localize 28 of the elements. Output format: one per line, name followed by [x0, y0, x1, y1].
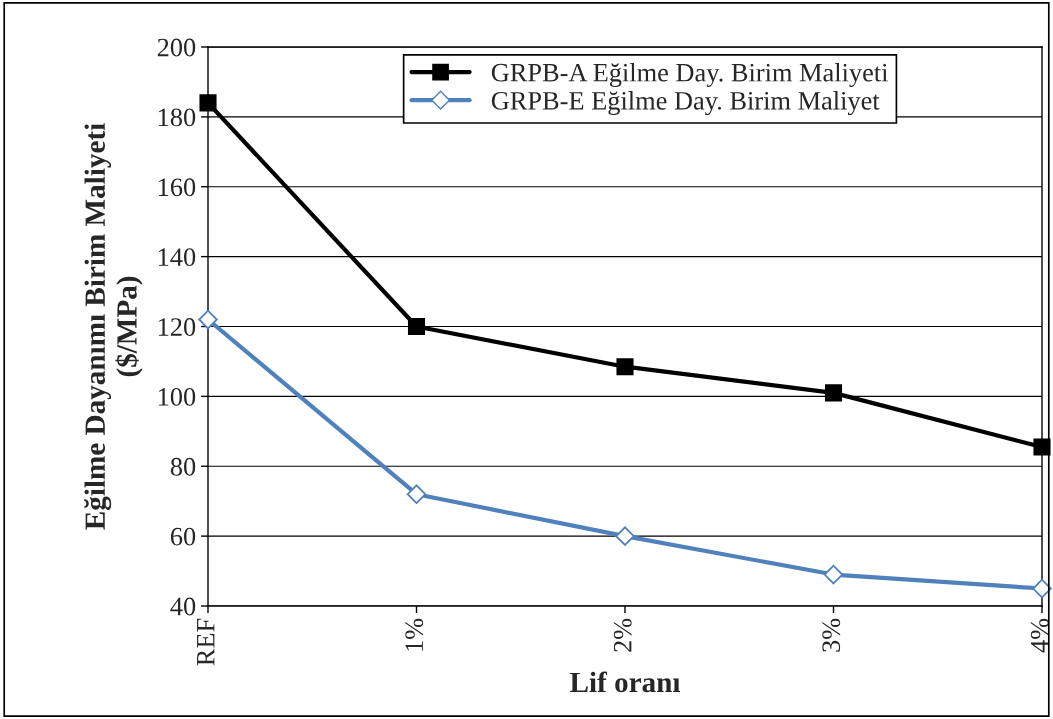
point: [824, 384, 843, 402]
x-axis-title: Lif oranı: [570, 671, 681, 693]
point: [406, 484, 427, 504]
y-tick-label: 100: [158, 387, 196, 406]
point: [198, 309, 218, 330]
x-tick-label: 4%: [1030, 618, 1049, 653]
point: [615, 526, 635, 546]
y-tick-label: 180: [158, 108, 196, 127]
y-tick-label: 60: [170, 527, 196, 546]
y-tick-label: 120: [158, 318, 196, 336]
y-tick-label: 80: [170, 457, 196, 476]
point: [616, 358, 634, 376]
point: [199, 94, 217, 112]
x-tick-label: 3%: [822, 618, 841, 652]
legend-label: GRPB-A Eğilme Day. Birim Maliyeti: [491, 62, 888, 87]
y-tick-label: 200: [157, 38, 196, 57]
x-tick-label: 1%: [405, 618, 424, 651]
x-tick-label: REF: [197, 618, 215, 666]
point: [1032, 578, 1052, 599]
y-tick-label: 140: [158, 248, 196, 267]
point: [407, 317, 426, 336]
legend-label: GRPB-E Eğilme Day. Birim Maliyet: [491, 91, 880, 116]
x-tick-label: 2%: [613, 618, 632, 652]
point: [1033, 438, 1051, 456]
y-axis-title: Eğilme Dayanımı Birim Maliyeti ($/MPa): [84, 123, 143, 530]
point: [823, 564, 844, 585]
y-tick-label: 160: [158, 178, 196, 197]
y-tick-label: 40: [170, 597, 196, 616]
